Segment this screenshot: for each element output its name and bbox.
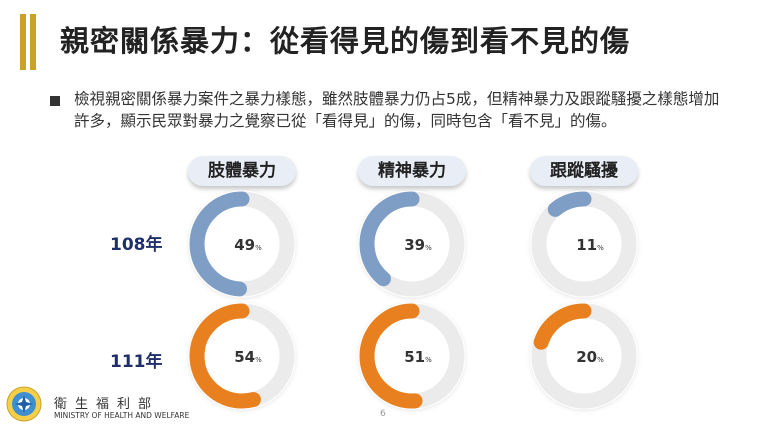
row-label-108: 108年: [110, 235, 163, 255]
donut-108-physical-value: 49%: [234, 236, 262, 254]
donut-111-stalking-arc: [531, 303, 637, 409]
donut-111-mental-arc: [359, 303, 465, 409]
donut-111-physical-arc: [189, 303, 295, 409]
accent-bar-left: [20, 14, 26, 70]
page-number: 6: [380, 409, 386, 419]
bullet-text: 檢視親密關係暴力案件之暴力樣態，雖然肢體暴力仍占5成，但精神暴力及跟蹤騷擾之樣態…: [74, 90, 720, 130]
donut-108-stalking-value: 11%: [576, 236, 604, 254]
org-name-english: MINISTRY OF HEALTH AND WELFARE: [54, 411, 190, 420]
ministry-emblem-icon: [6, 386, 42, 422]
donut-108-mental-arc: [359, 191, 465, 297]
org-name-chinese: 衛生福利部: [54, 397, 160, 412]
category-pill-physical: 肢體暴力: [188, 156, 296, 186]
donut-111-mental-value: 51%: [404, 348, 432, 366]
accent-bar-right: [30, 14, 36, 70]
bullet-square-icon: [50, 96, 60, 106]
donut-111-physical-value: 54%: [234, 348, 262, 366]
donut-111-stalking-value: 20%: [576, 348, 604, 366]
row-label-111: 111年: [110, 352, 163, 372]
donut-108-mental-value: 39%: [404, 236, 432, 254]
donut-108-physical-arc: [189, 191, 295, 297]
slide-title: 親密關係暴力：從看得見的傷到看不見的傷: [60, 24, 631, 58]
donut-108-stalking-arc: [531, 191, 637, 297]
category-pill-mental: 精神暴力: [358, 156, 466, 186]
category-pill-stalking: 跟蹤騷擾: [530, 156, 638, 186]
